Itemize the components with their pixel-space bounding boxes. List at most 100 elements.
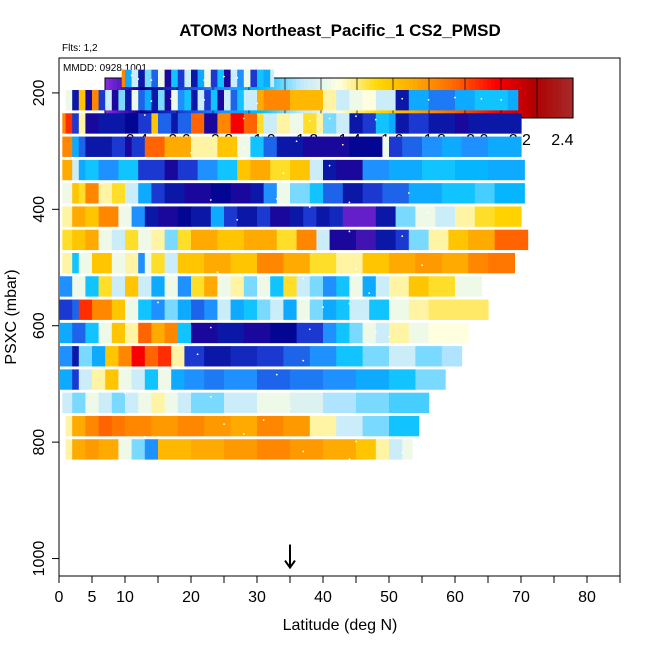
heatmap-cell (171, 369, 185, 390)
heatmap-cell (78, 369, 93, 390)
heatmap-cell (138, 299, 152, 320)
heatmap-cell (197, 159, 218, 181)
heatmap-cell (243, 322, 271, 344)
heatmap-cell (78, 346, 93, 367)
sample-point (348, 230, 351, 233)
heatmap-cell (422, 136, 443, 157)
heatmap-cell (309, 159, 324, 181)
marker-arrowhead (284, 559, 296, 570)
heatmap-cell (65, 90, 73, 111)
sample-point (216, 271, 219, 274)
heatmap-cell (303, 136, 350, 157)
heatmap-cell (171, 346, 185, 367)
heatmap-cell (494, 229, 529, 251)
heatmap-cell (389, 346, 416, 367)
sample-point (407, 192, 410, 194)
heatmap-cell (85, 206, 100, 227)
heatmap-cell (389, 439, 403, 460)
heatmap-cell (415, 346, 443, 367)
x-tick-label: 80 (578, 589, 596, 606)
heatmap-cell (230, 299, 245, 320)
sample-point (275, 197, 278, 200)
heatmap-cell (72, 159, 80, 181)
heatmap-cell (125, 183, 139, 204)
heatmap-cell (230, 415, 258, 437)
heatmap-cell (230, 346, 258, 367)
heatmap-cell (290, 206, 304, 227)
heatmap-cell (191, 392, 225, 414)
heatmap-cell (270, 276, 284, 297)
colorbar-cell (565, 78, 570, 118)
sample-point (355, 115, 357, 118)
heatmap-cell (474, 90, 496, 111)
heatmap-cell (72, 415, 86, 437)
heatmap-cell (217, 229, 245, 251)
sample-point (196, 353, 199, 356)
heatmap-cell (131, 369, 146, 390)
x-tick-label: 30 (248, 589, 266, 606)
heatmap-cell (204, 415, 232, 437)
heatmap-cell (98, 206, 119, 227)
heatmap-cell (85, 229, 100, 251)
colorbar-tick-label: 2.4 (551, 132, 573, 149)
heatmap-cell (263, 136, 278, 157)
heatmap-cell (184, 90, 192, 111)
heatmap-cell (283, 346, 311, 367)
heatmap-cell (263, 113, 278, 134)
heatmap-cell (98, 183, 113, 204)
heatmap-cell (389, 136, 403, 157)
heatmap-cell (395, 206, 416, 227)
heatmap-cell (131, 90, 139, 111)
heatmap-cell (389, 252, 416, 274)
heatmap-cell (138, 69, 146, 88)
heatmap-cell (494, 206, 522, 227)
sample-point (203, 79, 206, 82)
sample-point (308, 119, 311, 122)
heatmap-cell (177, 299, 192, 320)
heatmap-cell (428, 90, 456, 111)
heatmap-cell (131, 346, 146, 367)
y-tick-label: 400 (31, 196, 48, 223)
heatmap-cell (65, 415, 73, 437)
heatmap-cell (111, 276, 126, 297)
heatmap-cell (428, 276, 456, 297)
heatmap-cell (217, 113, 232, 134)
heatmap-cell (257, 415, 284, 437)
heatmap-cell (270, 69, 275, 88)
heatmap-cell (336, 415, 364, 437)
heatmap-cell (362, 113, 377, 134)
heatmap-cell (78, 252, 93, 274)
heatmap-cell (250, 69, 258, 88)
heatmap-cell (323, 299, 337, 320)
sample-point (368, 292, 371, 295)
heatmap-cell (121, 69, 126, 88)
sample-point (209, 326, 212, 329)
heatmap-cell (237, 159, 251, 181)
heatmap-cell (210, 183, 232, 204)
heatmap-cell (78, 159, 86, 181)
heatmap-cell (408, 90, 430, 111)
heatmap-cell (276, 136, 304, 157)
heatmap-cell (303, 113, 317, 134)
heatmap-cell (177, 206, 192, 227)
heatmap-cell (296, 229, 317, 251)
heatmap-cell (191, 439, 225, 460)
heatmap-cell (257, 299, 271, 320)
y-tick-label: 600 (31, 312, 48, 339)
sample-point (236, 76, 239, 79)
heatmap-cell (356, 229, 377, 251)
heatmap-cell (72, 299, 80, 320)
y-tick-label: 1000 (31, 541, 48, 577)
heatmap-cell (217, 159, 238, 181)
sample-point (427, 99, 430, 101)
heatmap-cell (402, 439, 413, 460)
heatmap-cell (290, 369, 324, 390)
heatmap-cell (177, 69, 185, 88)
heatmap-cell (257, 69, 265, 88)
sample-point (374, 118, 377, 121)
heatmap-cell (224, 90, 232, 111)
heatmap-cell (356, 392, 390, 414)
x-tick-label: 50 (380, 589, 398, 606)
heatmap-cell (494, 183, 525, 204)
chart-title: ATOM3 Northeast_Pacific_1 CS2_PMSD (179, 21, 501, 40)
